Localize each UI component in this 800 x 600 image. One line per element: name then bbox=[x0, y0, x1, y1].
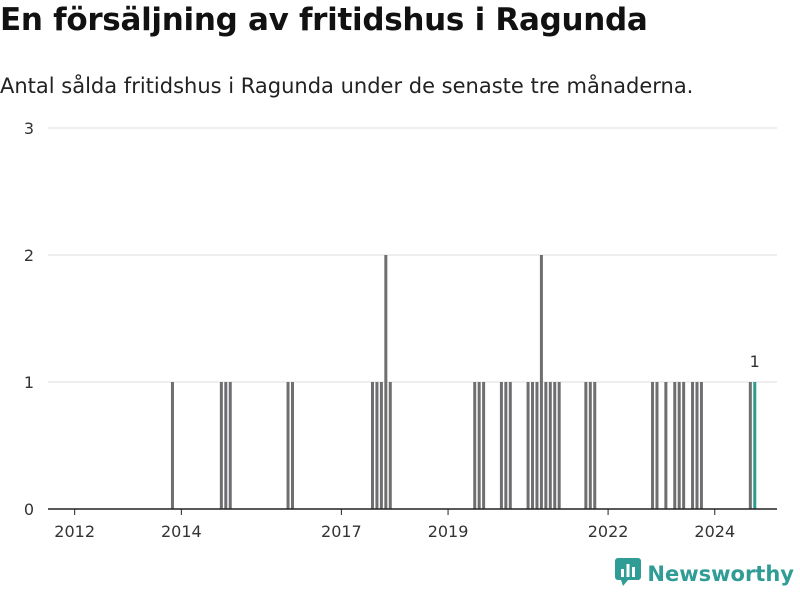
x-tick-label: 2014 bbox=[161, 522, 202, 541]
x-tick-label: 2017 bbox=[321, 522, 362, 541]
bar bbox=[526, 382, 530, 509]
bar bbox=[699, 382, 703, 509]
bar bbox=[548, 382, 552, 509]
x-tick-label: 2024 bbox=[694, 522, 735, 541]
bar bbox=[539, 255, 543, 509]
bar bbox=[370, 382, 374, 509]
x-tick-label: 2019 bbox=[428, 522, 469, 541]
bar bbox=[384, 255, 388, 509]
bar bbox=[375, 382, 379, 509]
y-tick-label: 1 bbox=[24, 373, 34, 392]
bar bbox=[682, 382, 686, 509]
bar bbox=[593, 382, 597, 509]
page-subtitle: Antal sålda fritidshus i Ragunda under d… bbox=[0, 74, 694, 98]
highlight-bar bbox=[753, 382, 757, 509]
bar bbox=[544, 382, 548, 509]
bar bbox=[219, 382, 223, 509]
page-title: En försäljning av fritidshus i Ragunda bbox=[0, 2, 648, 38]
x-tick-label: 2022 bbox=[588, 522, 629, 541]
bar bbox=[379, 382, 383, 509]
bar bbox=[664, 382, 668, 509]
newsworthy-brand[interactable]: Newsworthy bbox=[615, 558, 794, 590]
bar bbox=[584, 382, 588, 509]
bar bbox=[473, 382, 477, 509]
bar bbox=[588, 382, 592, 509]
bar bbox=[508, 382, 512, 509]
data-labels: 1 bbox=[750, 352, 760, 371]
y-tick-label: 3 bbox=[24, 119, 34, 138]
bar bbox=[748, 382, 752, 509]
bar bbox=[388, 382, 392, 509]
bar bbox=[499, 382, 503, 509]
y-tick-label: 2 bbox=[24, 246, 34, 265]
bar bbox=[673, 382, 677, 509]
bar bbox=[557, 382, 561, 509]
bar bbox=[290, 382, 294, 509]
bars bbox=[170, 255, 757, 509]
bar bbox=[224, 382, 228, 509]
bar bbox=[477, 382, 481, 509]
bar bbox=[482, 382, 486, 509]
x-axis-ticks: 2012 2014 2017 2019 2022 2024 bbox=[54, 509, 735, 541]
bar bbox=[531, 382, 535, 509]
bar bbox=[286, 382, 290, 509]
sales-bar-chart: 0 1 2 3 2012 2014 2017 2019 2022 2024 1 bbox=[24, 119, 777, 541]
bar bbox=[553, 382, 557, 509]
y-tick-label: 0 bbox=[24, 500, 34, 519]
newsworthy-logo-icon bbox=[615, 558, 642, 590]
highlight-data-label: 1 bbox=[750, 352, 760, 371]
bar bbox=[677, 382, 681, 509]
y-axis-ticks: 0 1 2 3 bbox=[24, 119, 34, 519]
bar bbox=[228, 382, 232, 509]
newsworthy-brand-name: Newsworthy bbox=[647, 562, 794, 586]
bar bbox=[504, 382, 508, 509]
bar bbox=[695, 382, 699, 509]
bar bbox=[535, 382, 539, 509]
bar bbox=[170, 382, 174, 509]
x-tick-label: 2012 bbox=[54, 522, 95, 541]
bar bbox=[651, 382, 655, 509]
grid-lines bbox=[48, 127, 777, 383]
bar bbox=[655, 382, 659, 509]
bar bbox=[691, 382, 695, 509]
